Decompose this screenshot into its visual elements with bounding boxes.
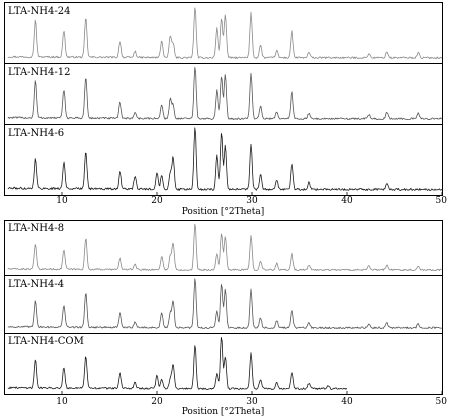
bottom-x-tick-label-30: 30 <box>246 397 258 407</box>
top-x-ticks: 10 20 30 40 50 <box>56 192 447 206</box>
bottom-x-tick-label-40: 40 <box>341 397 353 407</box>
top-series-label-2: LTA-NH4-12 <box>8 67 71 78</box>
bottom-series-label-2: LTA-NH4-4 <box>8 279 64 290</box>
top-x-tick-label-10: 10 <box>56 196 68 206</box>
bottom-panel: 10 20 30 40 50 LTA-NH4-8 LTA-NH4-4 LTA-NH4-C… <box>4 220 447 417</box>
bottom-x-tick-label-10: 10 <box>56 397 68 407</box>
top-x-tick-label-40: 40 <box>341 196 353 206</box>
top-x-tick-label-30: 30 <box>246 196 258 206</box>
top-traces <box>7 7 443 191</box>
top-trace-1 <box>7 7 443 59</box>
bottom-trace-3 <box>7 336 348 391</box>
top-series-label-3: LTA-NH4-6 <box>8 128 64 139</box>
bottom-panel-frame <box>4 220 443 395</box>
bottom-x-tick-label-20: 20 <box>151 397 163 407</box>
bottom-x-ticks: 10 20 30 40 50 <box>56 391 447 407</box>
bottom-trace-1 <box>7 223 442 272</box>
bottom-trace-2 <box>7 278 442 330</box>
top-x-axis-title: Position [°2Theta] <box>182 207 265 217</box>
top-x-tick-label-50: 50 <box>436 196 448 206</box>
bottom-series-label-3: LTA-NH4-COM <box>8 336 84 347</box>
top-trace-2 <box>7 67 443 120</box>
top-trace-3 <box>7 127 443 191</box>
top-series-label-1: LTA-NH4-24 <box>8 6 71 17</box>
bottom-x-tick-label-50: 50 <box>436 397 448 407</box>
top-panel-frame <box>4 2 443 196</box>
top-panel: 10 20 30 40 50 LTA-NH4-24 LTA-NH4-12 LTA-NH4… <box>4 2 447 217</box>
top-x-tick-label-20: 20 <box>151 196 163 206</box>
bottom-traces <box>7 223 442 391</box>
bottom-series-label-1: LTA-NH4-8 <box>8 223 64 234</box>
bottom-x-axis-title: Position [°2Theta] <box>182 407 265 417</box>
